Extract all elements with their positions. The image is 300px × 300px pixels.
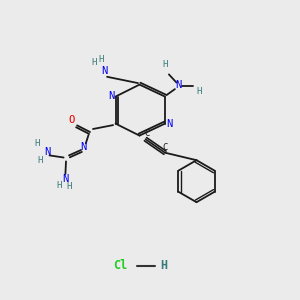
Text: C: C	[162, 143, 168, 152]
Text: H: H	[160, 259, 167, 272]
Text: N: N	[101, 66, 107, 76]
Text: N: N	[62, 173, 68, 184]
Text: Cl: Cl	[113, 259, 127, 272]
Text: N: N	[109, 91, 115, 101]
Text: O: O	[69, 115, 75, 125]
Text: N: N	[44, 147, 50, 158]
Text: H: H	[98, 56, 104, 64]
Text: H: H	[66, 182, 72, 191]
Text: H: H	[37, 156, 43, 165]
Text: H: H	[197, 87, 202, 96]
Text: N: N	[80, 142, 86, 152]
Text: N: N	[176, 80, 182, 91]
Text: N: N	[166, 118, 172, 129]
Text: C: C	[145, 129, 150, 138]
Text: H: H	[91, 58, 97, 67]
Text: H: H	[56, 182, 62, 190]
Text: H: H	[34, 140, 40, 148]
Text: H: H	[162, 60, 168, 69]
